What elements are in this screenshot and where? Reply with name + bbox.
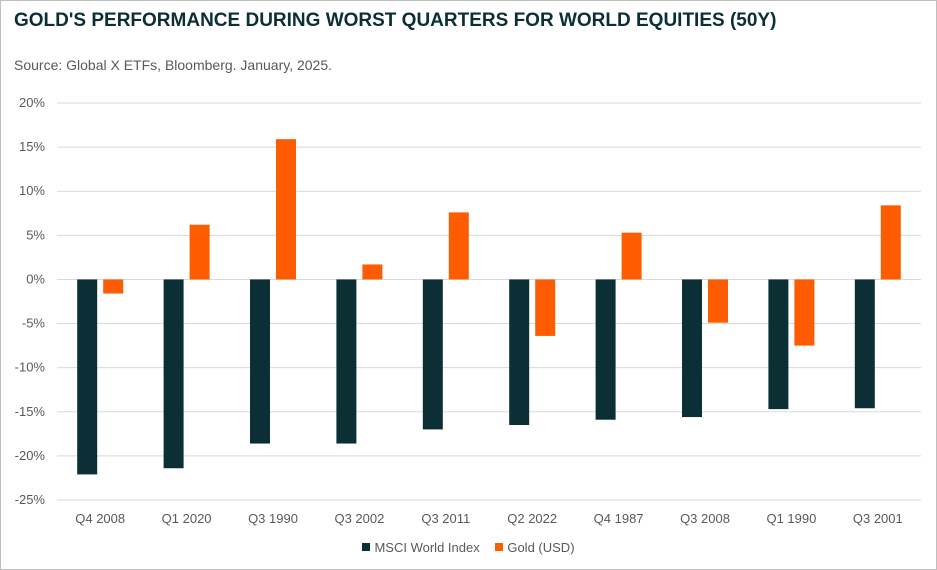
y-tick-label: -10% [15, 360, 46, 375]
bar-msci [682, 279, 702, 418]
legend-swatch [495, 543, 504, 551]
bar-msci [768, 279, 789, 410]
x-tick-label: Q4 1987 [594, 511, 644, 526]
bar-msci [77, 279, 98, 475]
bar-gold [276, 139, 296, 280]
bar-msci [336, 279, 357, 444]
legend: MSCI World Index Gold (USD) [1, 539, 936, 555]
y-tick-label: 15% [19, 139, 45, 154]
bar-gold [880, 205, 901, 280]
bar-gold [621, 232, 642, 280]
bar-msci [163, 279, 184, 469]
y-tick-label: 10% [19, 183, 45, 198]
x-tick-label: Q3 2008 [680, 511, 730, 526]
x-tick-label: Q3 1990 [248, 511, 298, 526]
x-tick-label: Q4 2008 [75, 511, 125, 526]
bar-gold [708, 279, 728, 323]
bar-gold [362, 264, 383, 280]
y-tick-label: 5% [26, 227, 45, 242]
bar-gold [103, 279, 124, 294]
y-tick-label: -25% [15, 492, 46, 507]
bar-msci [509, 279, 530, 426]
bar-gold [535, 279, 556, 336]
bar-msci [854, 279, 875, 409]
bar-msci [250, 279, 270, 444]
bar-gold [794, 279, 815, 346]
bar-gold [189, 224, 210, 280]
chart-title: GOLD'S PERFORMANCE DURING WORST QUARTERS… [14, 10, 777, 31]
bar-msci [422, 279, 443, 430]
x-tick-label: Q2 2022 [507, 511, 557, 526]
bar-gold [448, 212, 469, 280]
chart-subtitle: Source: Global X ETFs, Bloomberg. Januar… [14, 57, 333, 73]
y-tick-label: -15% [15, 404, 46, 419]
y-tick-label: 0% [26, 271, 45, 286]
legend-item-gold: Gold (USD) [495, 539, 575, 555]
x-tick-label: Q3 2011 [421, 511, 470, 526]
legend-item-msci: MSCI World Index [362, 539, 480, 555]
x-tick-label: Q1 1990 [766, 511, 816, 526]
y-tick-label: -5% [22, 316, 46, 331]
x-tick-label: Q1 2020 [162, 511, 212, 526]
x-tick-label: Q3 2002 [334, 511, 384, 526]
bar-msci [595, 279, 616, 420]
y-tick-label: 20% [19, 95, 45, 110]
legend-label: Gold (USD) [507, 539, 575, 555]
legend-swatch [362, 543, 371, 551]
legend-label: MSCI World Index [374, 539, 480, 555]
x-tick-label: Q3 2001 [853, 511, 903, 526]
y-tick-label: -20% [15, 448, 46, 463]
